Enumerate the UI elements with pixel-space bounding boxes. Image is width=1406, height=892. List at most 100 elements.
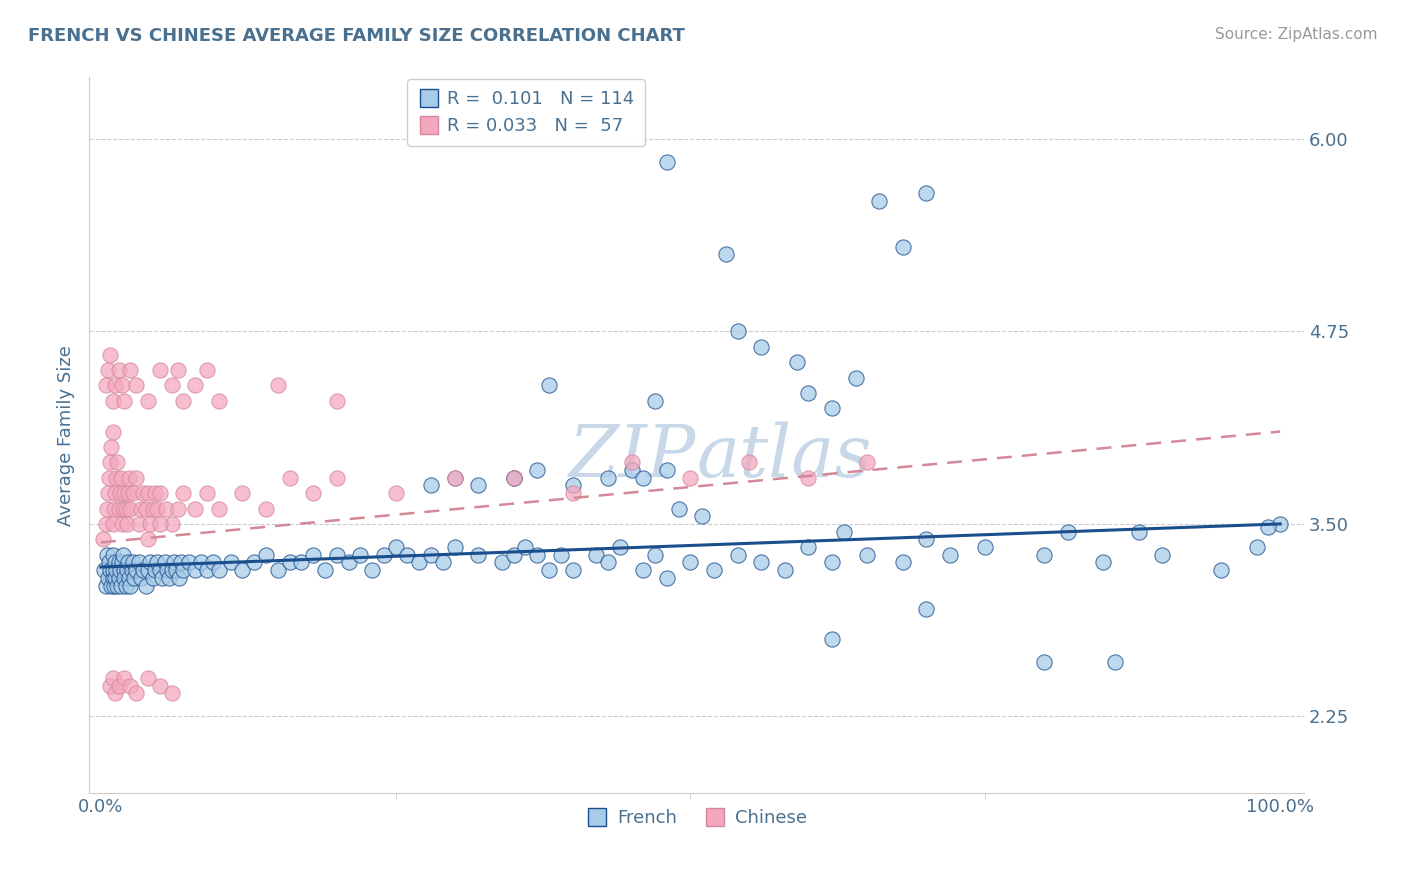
Text: atlas: atlas: [696, 422, 872, 492]
Point: [267, 378, 290, 392]
Point: [195, 486, 218, 500]
Point: [856, 548, 879, 562]
Point: [302, 486, 325, 500]
Point: [609, 540, 631, 554]
Point: [655, 571, 678, 585]
Point: [278, 471, 301, 485]
Point: [314, 563, 336, 577]
Point: [420, 478, 443, 492]
Point: [915, 186, 938, 200]
Point: [254, 548, 277, 562]
Point: [107, 571, 129, 585]
Point: [738, 455, 761, 469]
Point: [797, 540, 820, 554]
Point: [644, 548, 666, 562]
Point: [561, 563, 583, 577]
Point: [139, 556, 162, 570]
Point: [128, 556, 150, 570]
Point: [107, 556, 129, 570]
Point: [114, 486, 136, 500]
Text: Source: ZipAtlas.com: Source: ZipAtlas.com: [1215, 27, 1378, 42]
Point: [915, 601, 938, 615]
Point: [620, 463, 643, 477]
Point: [110, 471, 132, 485]
Point: [1033, 656, 1056, 670]
Point: [94, 378, 117, 392]
Point: [125, 563, 148, 577]
Point: [633, 563, 655, 577]
Point: [550, 548, 572, 562]
Point: [443, 471, 465, 485]
Point: [160, 686, 183, 700]
Point: [97, 363, 120, 377]
Point: [195, 563, 218, 577]
Point: [114, 563, 136, 577]
Point: [1268, 516, 1291, 531]
Point: [596, 556, 619, 570]
Point: [254, 501, 277, 516]
Point: [91, 533, 114, 547]
Point: [153, 556, 176, 570]
Point: [98, 455, 121, 469]
Point: [94, 578, 117, 592]
Point: [101, 671, 124, 685]
Point: [668, 501, 690, 516]
Y-axis label: Average Family Size: Average Family Size: [58, 345, 75, 525]
Point: [208, 501, 231, 516]
Point: [243, 556, 266, 570]
Point: [96, 501, 118, 516]
Point: [117, 556, 139, 570]
Point: [132, 486, 155, 500]
Point: [690, 509, 713, 524]
Point: [157, 571, 180, 585]
Point: [149, 679, 172, 693]
Point: [160, 563, 183, 577]
Point: [596, 471, 619, 485]
Point: [915, 533, 938, 547]
Point: [714, 247, 737, 261]
Point: [142, 571, 165, 585]
Point: [1104, 656, 1126, 670]
Point: [98, 556, 121, 570]
Point: [1033, 548, 1056, 562]
Point: [117, 486, 139, 500]
Point: [633, 471, 655, 485]
Point: [172, 563, 194, 577]
Point: [821, 556, 844, 570]
Point: [325, 548, 347, 562]
Point: [125, 686, 148, 700]
Point: [156, 563, 179, 577]
Point: [101, 563, 124, 577]
Point: [104, 378, 127, 392]
Point: [797, 471, 820, 485]
Point: [149, 363, 172, 377]
Point: [939, 548, 962, 562]
Point: [146, 501, 169, 516]
Point: [150, 571, 173, 585]
Point: [1128, 524, 1150, 539]
Point: [537, 378, 560, 392]
Point: [136, 563, 159, 577]
Point: [349, 548, 371, 562]
Point: [112, 548, 135, 562]
Point: [155, 501, 177, 516]
Point: [122, 571, 145, 585]
Point: [408, 556, 430, 570]
Point: [170, 556, 193, 570]
Point: [114, 393, 136, 408]
Point: [179, 556, 201, 570]
Point: [96, 548, 118, 562]
Point: [443, 540, 465, 554]
Point: [1092, 556, 1115, 570]
Point: [703, 563, 725, 577]
Point: [727, 548, 749, 562]
Point: [120, 501, 142, 516]
Point: [97, 571, 120, 585]
Point: [111, 516, 134, 531]
Point: [432, 556, 454, 570]
Point: [125, 471, 148, 485]
Point: [129, 501, 152, 516]
Point: [231, 486, 253, 500]
Point: [655, 463, 678, 477]
Point: [98, 563, 121, 577]
